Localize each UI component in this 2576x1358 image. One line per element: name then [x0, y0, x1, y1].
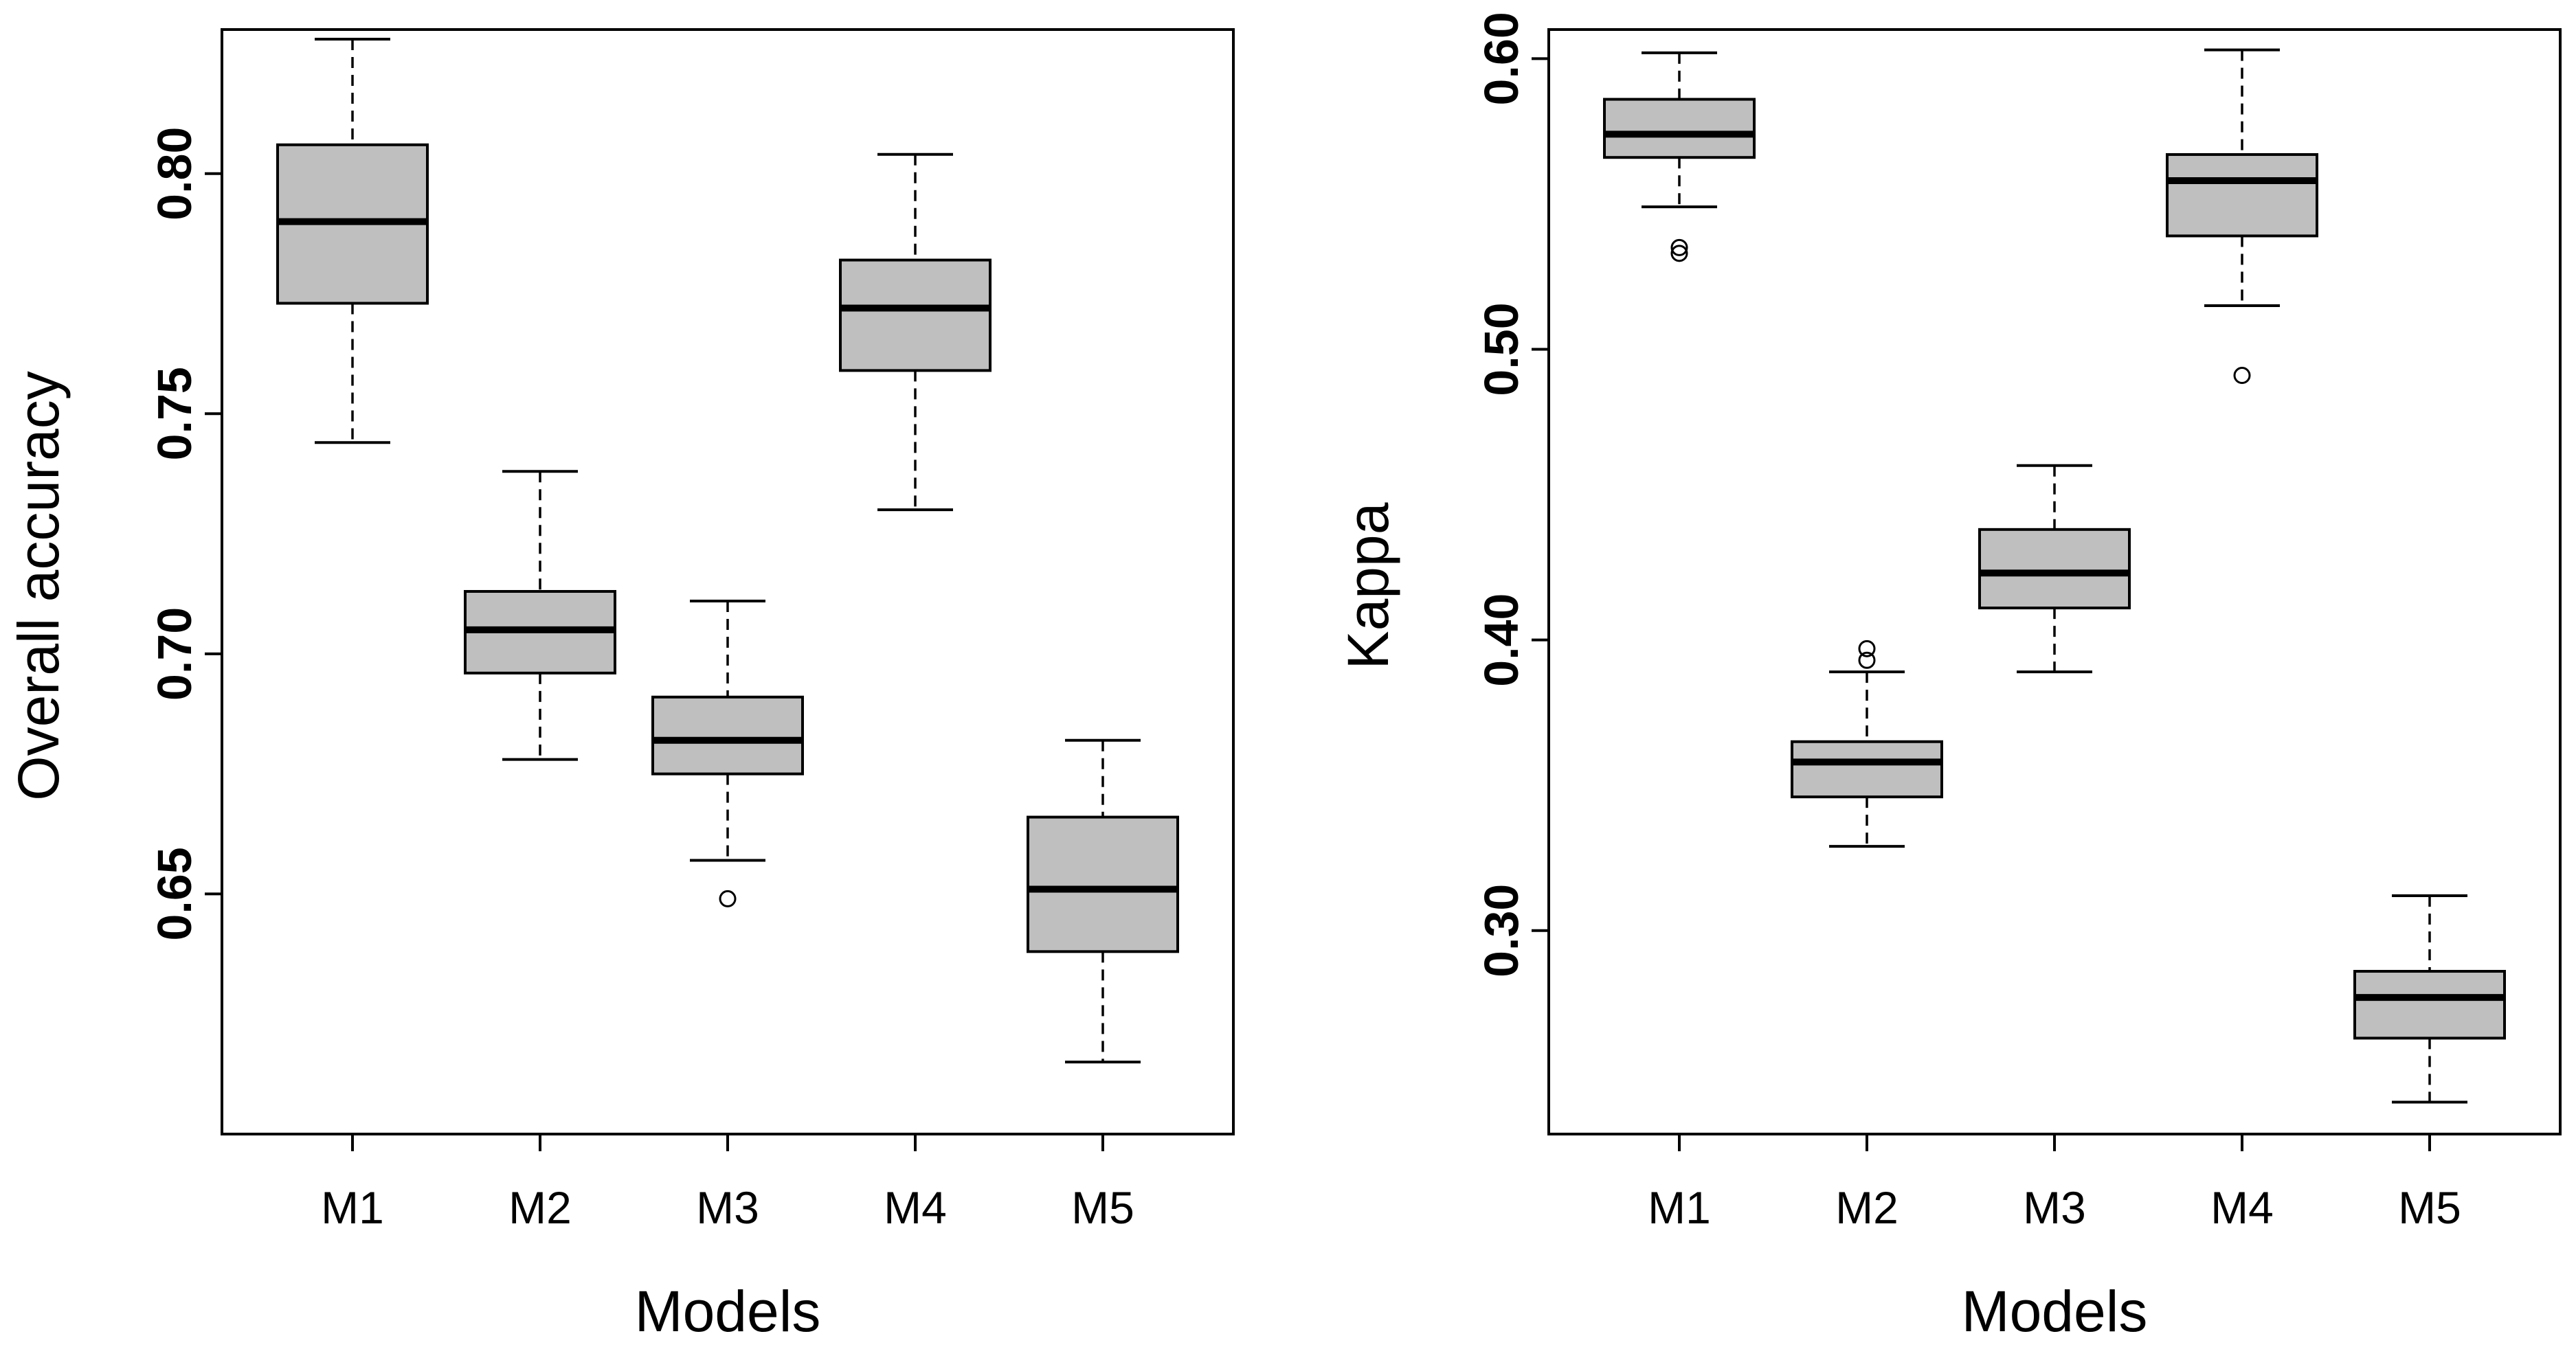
box-m2	[1791, 640, 1943, 848]
y-tick-label: 0.40	[1475, 593, 1528, 687]
x-tick-label: M5	[2398, 1182, 2461, 1233]
box-m5	[1027, 738, 1179, 1064]
box-m1	[276, 37, 429, 444]
x-tick-label: M1	[1648, 1182, 1711, 1233]
kappa-panel: 0.30 0.40 0.50 0.60 M1 M2 M3 M4 M5 Models Kappa	[1336, 12, 2562, 1344]
accuracy-y-axis: 0.65 0.70 0.75 0.80	[148, 127, 223, 941]
outlier-point	[1858, 651, 1876, 669]
box-m4	[839, 152, 992, 512]
outlier-point	[1858, 640, 1876, 657]
box-m2	[464, 470, 616, 761]
x-tick-label: M3	[2023, 1182, 2086, 1233]
iqr-box	[1791, 740, 1943, 799]
kappa-y-axis: 0.30 0.40 0.50 0.60	[1475, 12, 1550, 977]
accuracy-y-axis-label: Overall accuracy	[6, 371, 71, 801]
x-tick-label: M4	[2210, 1182, 2274, 1233]
box-m5	[2353, 894, 2506, 1104]
accuracy-panel: 0.65 0.70 0.75 0.80 M1 M2 M3 M4 M5 Models Overa…	[6, 28, 1235, 1344]
y-tick-label: 0.80	[148, 127, 201, 220]
kappa-x-axis: M1 M2 M3 M4 M5	[1648, 1133, 2461, 1233]
x-tick-label: M4	[884, 1182, 947, 1233]
kappa-y-axis-label: Kappa	[1336, 502, 1400, 669]
outlier-point	[719, 890, 737, 907]
y-tick-label: 0.30	[1475, 884, 1528, 977]
iqr-box	[2166, 152, 2318, 238]
outlier-point	[1670, 238, 1688, 256]
y-tick-label: 0.70	[148, 607, 201, 701]
iqr-box	[651, 695, 804, 776]
y-tick-label: 0.65	[148, 847, 201, 940]
box-m4	[2166, 48, 2318, 385]
box-m1	[1603, 51, 1756, 262]
box-m3	[651, 599, 804, 907]
kappa-x-axis-label: Models	[1962, 1279, 2148, 1344]
x-tick-label: M2	[508, 1182, 572, 1233]
iqr-box	[1978, 528, 2131, 610]
iqr-box	[839, 258, 992, 372]
x-tick-label: M1	[321, 1182, 384, 1233]
y-tick-label: 0.50	[1475, 302, 1528, 396]
iqr-box	[1027, 815, 1179, 953]
accuracy-x-axis-label: Models	[635, 1279, 821, 1344]
outlier-point	[2233, 367, 2251, 385]
iqr-box	[2353, 970, 2506, 1040]
kappa-boxes	[1603, 48, 2506, 1104]
accuracy-boxes	[276, 37, 1179, 1064]
outlier-point	[1670, 245, 1688, 262]
x-tick-label: M2	[1835, 1182, 1899, 1233]
y-tick-label: 0.75	[148, 367, 201, 460]
iqr-box	[1603, 98, 1756, 159]
box-m3	[1978, 464, 2131, 674]
x-tick-label: M5	[1071, 1182, 1134, 1233]
x-tick-label: M3	[696, 1182, 759, 1233]
accuracy-x-axis: M1 M2 M3 M4 M5	[321, 1133, 1134, 1233]
y-tick-label: 0.60	[1475, 12, 1528, 105]
